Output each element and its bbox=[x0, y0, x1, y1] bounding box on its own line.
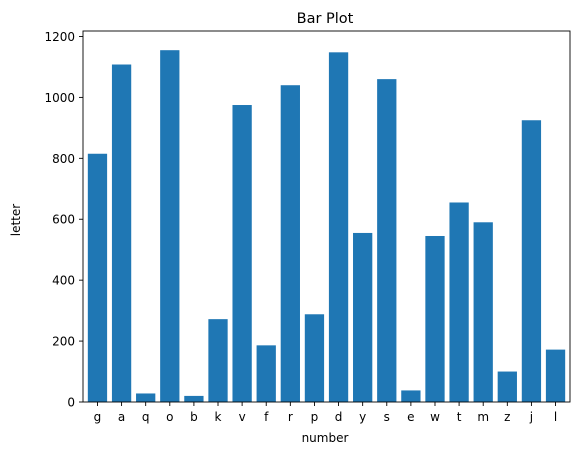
x-tick-label: y bbox=[359, 410, 366, 424]
bar-t bbox=[449, 202, 469, 402]
bar-d bbox=[328, 52, 349, 402]
x-axis-title: number bbox=[302, 431, 349, 445]
x-tick-label: b bbox=[190, 410, 198, 424]
x-tick-label: o bbox=[166, 410, 173, 424]
bar-y bbox=[353, 232, 373, 402]
bar-v bbox=[232, 105, 252, 402]
x-tick-label: v bbox=[239, 410, 246, 424]
bar-s bbox=[377, 79, 397, 402]
plot-area: g a q o b k v f r p d y s e w t m z j l 0 200 400 600 800 1000 120… bbox=[44, 30, 571, 424]
bar-l bbox=[545, 349, 566, 402]
bar-k bbox=[208, 319, 228, 402]
x-tick-label: k bbox=[215, 410, 222, 424]
y-tick-label: 1200 bbox=[44, 30, 75, 44]
x-tick-label: a bbox=[118, 410, 125, 424]
bar-e bbox=[401, 390, 421, 402]
bar-f bbox=[256, 345, 276, 402]
y-tick-label: 200 bbox=[52, 335, 75, 349]
y-tick-label: 800 bbox=[52, 152, 75, 166]
bar-r bbox=[280, 85, 300, 403]
x-tick-label: g bbox=[94, 410, 102, 424]
bar-q bbox=[136, 393, 156, 402]
x-tick-label: q bbox=[142, 410, 150, 424]
x-tick-label: e bbox=[407, 410, 414, 424]
x-tick-label: t bbox=[457, 410, 462, 424]
x-tick-label: s bbox=[384, 410, 390, 424]
axes-frame bbox=[82, 30, 571, 403]
chart-title: Bar Plot bbox=[297, 11, 354, 27]
x-tick-label: d bbox=[335, 410, 343, 424]
x-tick-label: l bbox=[554, 410, 557, 424]
bar-a bbox=[111, 64, 132, 403]
y-tick-label: 0 bbox=[67, 396, 75, 410]
x-tick-label: f bbox=[264, 410, 269, 424]
bar-b bbox=[184, 395, 204, 402]
y-tick-label: 600 bbox=[52, 213, 75, 227]
y-tick-label: 1000 bbox=[44, 91, 75, 105]
bar-o bbox=[160, 50, 180, 402]
x-tick-label: w bbox=[430, 410, 440, 424]
bar-z bbox=[497, 371, 517, 402]
x-tick-label: m bbox=[477, 410, 489, 424]
bar-w bbox=[425, 235, 445, 402]
bar-g bbox=[87, 153, 108, 402]
x-tick-label: z bbox=[504, 410, 510, 424]
x-tick-label: j bbox=[529, 410, 533, 424]
y-axis-title: letter bbox=[9, 204, 23, 237]
bar-m bbox=[473, 222, 493, 402]
y-tick-label: 400 bbox=[52, 274, 75, 288]
x-tick-label: p bbox=[311, 410, 319, 424]
bar-p bbox=[304, 314, 325, 402]
bar-j bbox=[521, 120, 542, 402]
x-tick-label: r bbox=[288, 410, 293, 424]
